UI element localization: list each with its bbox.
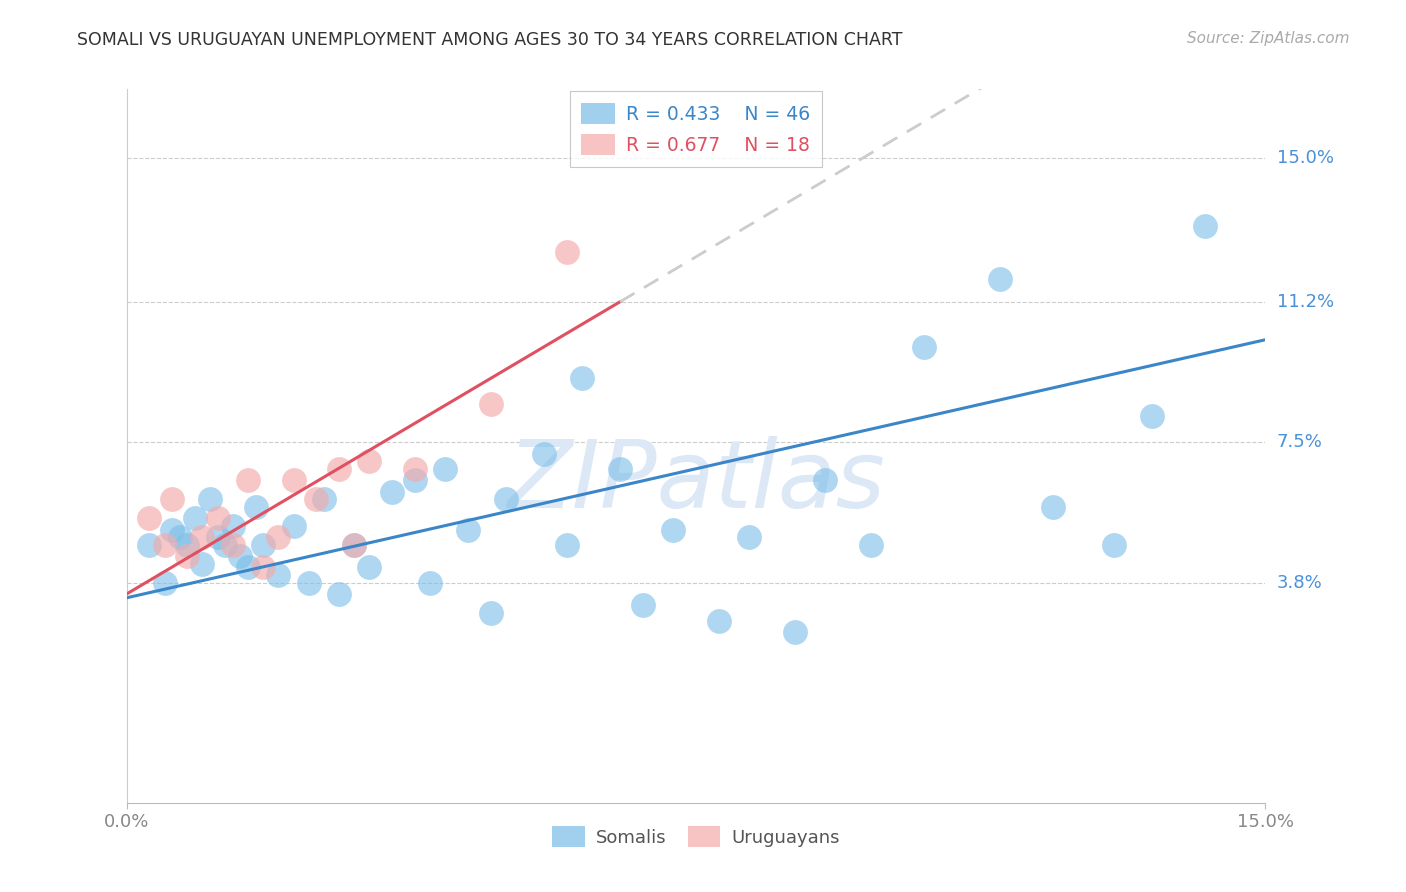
Point — [479, 606, 502, 620]
Point — [1102, 538, 1125, 552]
Point — [138, 538, 160, 552]
Point — [176, 538, 198, 552]
Point — [555, 245, 578, 260]
Point — [138, 511, 160, 525]
Point — [404, 473, 426, 487]
Point — [419, 575, 441, 590]
Point — [207, 511, 229, 525]
Point — [283, 473, 305, 487]
Point — [1140, 409, 1163, 423]
Text: 11.2%: 11.2% — [1277, 293, 1334, 310]
Point — [305, 492, 328, 507]
Point — [343, 538, 366, 552]
Point — [988, 272, 1011, 286]
Text: ZIPatlas: ZIPatlas — [508, 436, 884, 527]
Point — [229, 549, 252, 563]
Text: SOMALI VS URUGUAYAN UNEMPLOYMENT AMONG AGES 30 TO 34 YEARS CORRELATION CHART: SOMALI VS URUGUAYAN UNEMPLOYMENT AMONG A… — [77, 31, 903, 49]
Text: 3.8%: 3.8% — [1277, 574, 1322, 591]
Point — [176, 549, 198, 563]
Point — [153, 538, 176, 552]
Point — [267, 568, 290, 582]
Point — [222, 518, 245, 533]
Point — [707, 614, 730, 628]
Point — [184, 511, 207, 525]
Point — [160, 492, 183, 507]
Point — [359, 560, 381, 574]
Point — [214, 538, 236, 552]
Point — [222, 538, 245, 552]
Point — [153, 575, 176, 590]
Point — [236, 473, 259, 487]
Point — [609, 462, 631, 476]
Point — [236, 560, 259, 574]
Point — [814, 473, 837, 487]
Point — [571, 370, 593, 384]
Point — [662, 523, 685, 537]
Point — [169, 530, 191, 544]
Point — [738, 530, 761, 544]
Point — [783, 625, 806, 640]
Point — [252, 560, 274, 574]
Point — [267, 530, 290, 544]
Legend: Somalis, Uruguayans: Somalis, Uruguayans — [546, 819, 846, 855]
Point — [912, 340, 935, 354]
Text: 15.0%: 15.0% — [1277, 149, 1333, 167]
Point — [328, 462, 350, 476]
Point — [1042, 500, 1064, 514]
Point — [198, 492, 221, 507]
Text: Source: ZipAtlas.com: Source: ZipAtlas.com — [1187, 31, 1350, 46]
Point — [404, 462, 426, 476]
Point — [457, 523, 479, 537]
Point — [434, 462, 457, 476]
Point — [312, 492, 335, 507]
Point — [343, 538, 366, 552]
Point — [191, 557, 214, 571]
Point — [381, 484, 404, 499]
Point — [160, 523, 183, 537]
Point — [479, 397, 502, 411]
Point — [495, 492, 517, 507]
Point — [252, 538, 274, 552]
Point — [191, 530, 214, 544]
Point — [631, 599, 654, 613]
Point — [359, 454, 381, 468]
Point — [555, 538, 578, 552]
Point — [207, 530, 229, 544]
Text: 7.5%: 7.5% — [1277, 434, 1323, 451]
Point — [283, 518, 305, 533]
Point — [533, 447, 555, 461]
Point — [1194, 219, 1216, 233]
Point — [245, 500, 267, 514]
Point — [298, 575, 321, 590]
Point — [328, 587, 350, 601]
Point — [859, 538, 882, 552]
